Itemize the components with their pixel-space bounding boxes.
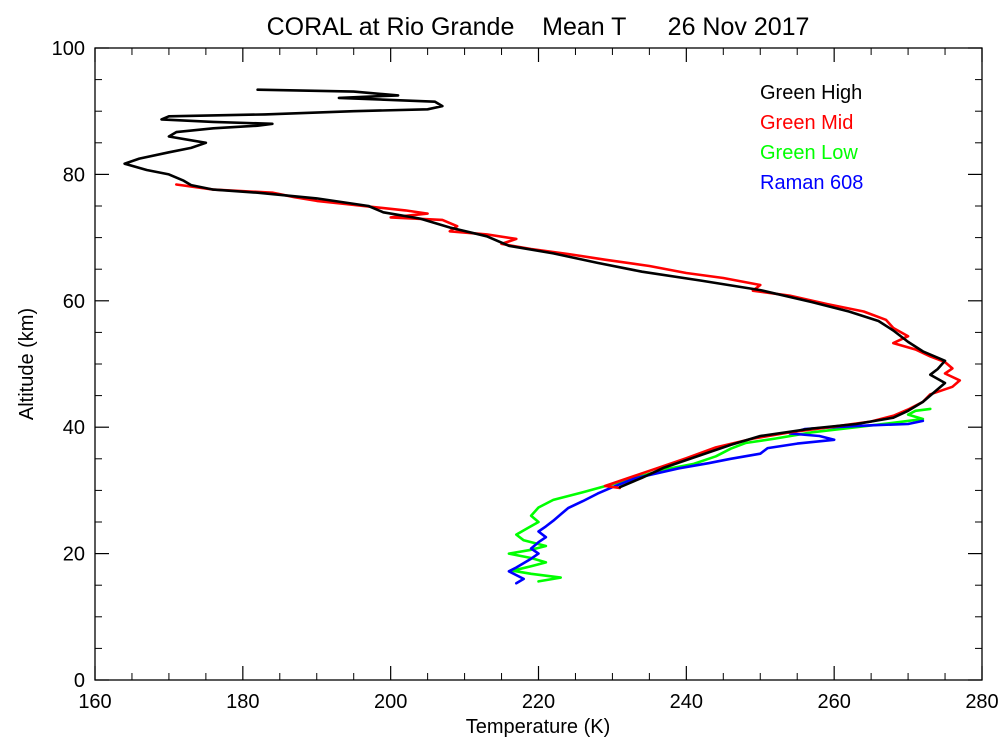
y-tick-label: 80 xyxy=(63,164,85,186)
legend: Green High Green Mid Green Low Raman 608 xyxy=(760,82,863,194)
series-line-green-mid xyxy=(175,183,962,490)
legend-entry-green-high: Green High xyxy=(760,82,862,104)
y-tick-label: 0 xyxy=(74,670,85,692)
y-tick-label: 60 xyxy=(63,291,85,313)
x-tick-label: 200 xyxy=(374,691,407,713)
axis-tick-labels: 160 180 200 220 240 260 280 0 20 40 60 80 100 xyxy=(52,38,999,713)
x-axis-title: Temperature (K) xyxy=(466,716,611,738)
series-line-green-low xyxy=(507,407,932,583)
series-layer xyxy=(123,88,962,585)
x-tick-label: 220 xyxy=(522,691,555,713)
legend-entry-green-low: Green Low xyxy=(760,142,858,164)
x-tick-label: 180 xyxy=(226,691,259,713)
legend-entry-raman-608: Raman 608 xyxy=(760,172,863,194)
x-tick-label: 260 xyxy=(817,691,850,713)
axis-ticks xyxy=(94,47,983,681)
series-line-raman-608 xyxy=(507,419,925,585)
x-tick-label: 240 xyxy=(670,691,703,713)
x-tick-label: 160 xyxy=(78,691,111,713)
legend-entry-green-mid: Green Mid xyxy=(760,112,853,134)
series-line-green-high xyxy=(123,88,947,489)
y-tick-label: 20 xyxy=(63,544,85,566)
y-tick-label: 100 xyxy=(52,38,85,60)
x-tick-label: 280 xyxy=(965,691,998,713)
chart-title: CORAL at Rio Grande Mean T 26 Nov 2017 xyxy=(267,13,810,41)
y-axis-title: Altitude (km) xyxy=(16,308,38,420)
y-tick-label: 40 xyxy=(63,417,85,439)
